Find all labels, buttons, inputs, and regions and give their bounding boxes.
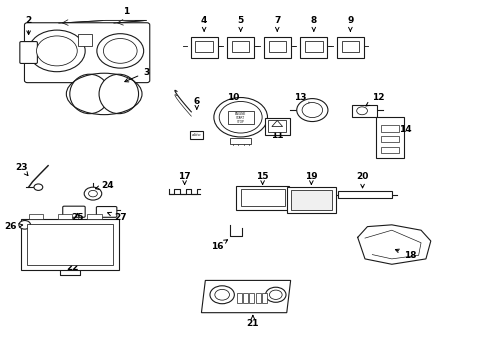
Text: 4: 4 <box>201 16 207 31</box>
Circle shape <box>219 102 262 133</box>
Polygon shape <box>201 280 291 313</box>
Bar <box>337 37 364 58</box>
Text: 7: 7 <box>274 16 280 31</box>
Text: 19: 19 <box>305 172 318 184</box>
Circle shape <box>97 34 144 68</box>
Bar <box>237 293 242 303</box>
Bar <box>264 37 291 58</box>
Bar <box>381 136 399 142</box>
Circle shape <box>37 36 77 66</box>
Bar <box>227 37 254 58</box>
Text: 25: 25 <box>71 213 84 222</box>
Circle shape <box>34 184 43 190</box>
Circle shape <box>210 286 234 304</box>
Circle shape <box>270 290 282 300</box>
Bar <box>27 224 113 265</box>
Circle shape <box>357 107 368 115</box>
Text: 12: 12 <box>366 93 385 106</box>
Bar <box>342 41 359 51</box>
Bar <box>381 147 399 153</box>
Circle shape <box>266 287 286 302</box>
Bar <box>196 41 213 51</box>
Text: ENGINE: ENGINE <box>235 112 246 116</box>
Text: 16: 16 <box>211 240 227 251</box>
Text: 24: 24 <box>96 181 114 190</box>
Text: START: START <box>236 116 245 120</box>
Circle shape <box>297 99 328 122</box>
Text: 21: 21 <box>246 315 259 328</box>
Bar <box>58 214 73 220</box>
Text: 15: 15 <box>256 172 269 184</box>
Text: 5: 5 <box>238 16 244 31</box>
Bar <box>269 120 286 132</box>
Text: STOP: STOP <box>237 120 245 124</box>
Bar <box>265 118 290 135</box>
Bar <box>305 41 322 51</box>
Bar <box>249 293 254 303</box>
Bar <box>191 37 218 58</box>
Text: 10: 10 <box>227 93 240 108</box>
Circle shape <box>89 190 98 197</box>
Text: 13: 13 <box>294 93 311 106</box>
Circle shape <box>84 187 102 200</box>
Text: 20: 20 <box>356 172 369 188</box>
Bar <box>256 293 261 303</box>
Text: 18: 18 <box>395 249 416 260</box>
Text: 27: 27 <box>108 212 126 222</box>
Text: 14: 14 <box>393 125 412 134</box>
Text: 17: 17 <box>178 172 191 184</box>
Text: 23: 23 <box>15 163 28 176</box>
Bar <box>376 117 403 158</box>
Text: 11: 11 <box>271 127 284 140</box>
Bar <box>243 293 248 303</box>
Bar <box>191 131 203 139</box>
Bar <box>381 125 399 132</box>
Bar <box>269 41 286 51</box>
Bar <box>291 190 332 210</box>
Circle shape <box>28 30 85 72</box>
Circle shape <box>215 289 229 300</box>
Circle shape <box>302 103 322 118</box>
Circle shape <box>19 221 30 229</box>
Text: 26: 26 <box>4 222 23 231</box>
Bar <box>227 111 254 124</box>
FancyBboxPatch shape <box>20 41 37 63</box>
FancyBboxPatch shape <box>97 207 117 217</box>
Text: alito: alito <box>192 133 201 137</box>
Bar <box>87 214 102 220</box>
Circle shape <box>103 39 137 63</box>
Bar <box>287 187 336 213</box>
FancyBboxPatch shape <box>63 206 85 217</box>
Circle shape <box>214 98 268 137</box>
Bar <box>21 220 119 270</box>
Bar <box>78 34 92 45</box>
Bar <box>230 138 251 144</box>
Text: 22: 22 <box>66 260 79 273</box>
Text: 6: 6 <box>194 96 200 109</box>
Bar <box>300 37 327 58</box>
FancyBboxPatch shape <box>24 23 150 83</box>
Bar <box>241 189 285 206</box>
Bar <box>338 192 392 198</box>
Text: 9: 9 <box>347 16 354 31</box>
Bar <box>232 41 249 51</box>
Bar <box>236 186 290 210</box>
Text: 1: 1 <box>123 7 129 16</box>
Bar <box>28 214 43 220</box>
Text: 2: 2 <box>25 16 32 35</box>
Text: 3: 3 <box>125 68 149 82</box>
Text: 8: 8 <box>311 16 317 31</box>
Ellipse shape <box>70 74 109 114</box>
Ellipse shape <box>99 74 139 114</box>
Bar <box>262 293 267 303</box>
Bar <box>352 105 377 117</box>
